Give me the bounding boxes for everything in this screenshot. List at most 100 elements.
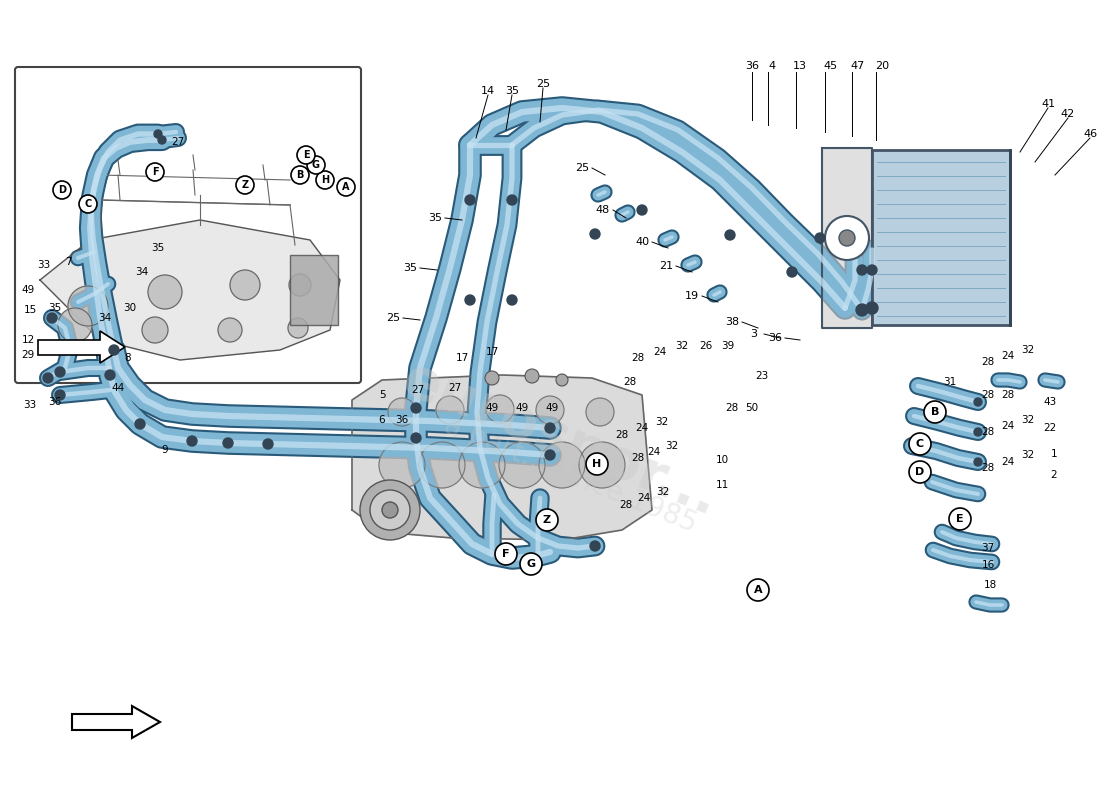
- Circle shape: [590, 541, 600, 551]
- Circle shape: [53, 181, 72, 199]
- Text: 15: 15: [23, 305, 36, 315]
- Text: 28: 28: [631, 353, 645, 363]
- Text: B: B: [931, 407, 939, 417]
- Circle shape: [146, 163, 164, 181]
- Circle shape: [288, 318, 308, 338]
- Circle shape: [825, 216, 869, 260]
- Text: 25: 25: [536, 79, 550, 89]
- Circle shape: [586, 398, 614, 426]
- Text: 32: 32: [666, 441, 679, 451]
- Circle shape: [263, 439, 273, 449]
- Circle shape: [815, 233, 825, 243]
- Text: 28: 28: [981, 427, 994, 437]
- Text: 41: 41: [1041, 99, 1055, 109]
- Text: 28: 28: [615, 430, 628, 440]
- Circle shape: [104, 370, 116, 380]
- Text: 26: 26: [700, 341, 713, 351]
- Text: Z: Z: [241, 180, 249, 190]
- Text: 35: 35: [152, 243, 165, 253]
- Circle shape: [465, 295, 475, 305]
- Text: 36: 36: [48, 397, 62, 407]
- Text: 17: 17: [455, 353, 469, 363]
- Circle shape: [507, 195, 517, 205]
- Circle shape: [486, 395, 514, 423]
- Circle shape: [544, 423, 556, 433]
- Circle shape: [43, 373, 53, 383]
- Text: E: E: [956, 514, 964, 524]
- Text: 31: 31: [944, 377, 957, 387]
- Text: 30: 30: [123, 303, 136, 313]
- Text: 28: 28: [981, 357, 994, 367]
- Text: 35: 35: [505, 86, 519, 96]
- Circle shape: [360, 480, 420, 540]
- Text: 49: 49: [546, 403, 559, 413]
- Circle shape: [579, 442, 625, 488]
- Circle shape: [536, 509, 558, 531]
- Text: 21: 21: [659, 261, 673, 271]
- Circle shape: [507, 295, 517, 305]
- FancyBboxPatch shape: [872, 150, 1010, 325]
- Text: 32: 32: [656, 417, 669, 427]
- Circle shape: [590, 229, 600, 239]
- Text: 36: 36: [745, 61, 759, 71]
- Circle shape: [637, 205, 647, 215]
- Text: 36: 36: [768, 333, 782, 343]
- Text: 35: 35: [403, 263, 417, 273]
- Circle shape: [909, 461, 931, 483]
- Text: E: E: [302, 150, 309, 160]
- Circle shape: [370, 490, 410, 530]
- Circle shape: [316, 171, 334, 189]
- Circle shape: [411, 433, 421, 443]
- Circle shape: [79, 195, 97, 213]
- Text: 34: 34: [98, 313, 111, 323]
- Text: 27: 27: [449, 383, 462, 393]
- Text: 24: 24: [637, 493, 650, 503]
- Text: D: D: [58, 185, 66, 195]
- Circle shape: [187, 436, 197, 446]
- Circle shape: [974, 398, 982, 406]
- Text: 14: 14: [481, 86, 495, 96]
- Text: 46: 46: [1082, 129, 1097, 139]
- Text: 28: 28: [725, 403, 738, 413]
- Polygon shape: [72, 706, 160, 738]
- Text: a part... since 1985: a part... since 1985: [440, 411, 701, 538]
- Text: 25: 25: [386, 313, 400, 323]
- Text: 49: 49: [516, 403, 529, 413]
- Circle shape: [388, 398, 416, 426]
- Text: 28: 28: [981, 390, 994, 400]
- Text: 49: 49: [485, 403, 498, 413]
- Circle shape: [135, 419, 145, 429]
- Text: 6: 6: [378, 415, 385, 425]
- Circle shape: [411, 403, 421, 413]
- Circle shape: [223, 438, 233, 448]
- Text: F: F: [503, 549, 509, 559]
- Circle shape: [856, 304, 868, 316]
- Circle shape: [218, 318, 242, 342]
- Polygon shape: [39, 331, 125, 363]
- Text: 28: 28: [981, 463, 994, 473]
- Text: 50: 50: [746, 403, 759, 413]
- Text: 2: 2: [1050, 470, 1057, 480]
- Circle shape: [867, 265, 877, 275]
- Circle shape: [154, 130, 162, 138]
- Text: 34: 34: [135, 267, 149, 277]
- Circle shape: [109, 345, 119, 355]
- Text: B: B: [296, 170, 304, 180]
- Text: A: A: [754, 585, 762, 595]
- Circle shape: [55, 367, 65, 377]
- Circle shape: [909, 433, 931, 455]
- Polygon shape: [40, 220, 340, 360]
- Polygon shape: [822, 148, 872, 328]
- Text: 19: 19: [685, 291, 700, 301]
- Text: 13: 13: [793, 61, 807, 71]
- Text: 38: 38: [725, 317, 739, 327]
- Text: 4: 4: [769, 61, 776, 71]
- Circle shape: [539, 442, 585, 488]
- Text: 45: 45: [823, 61, 837, 71]
- Text: 10: 10: [715, 455, 728, 465]
- Circle shape: [436, 396, 464, 424]
- Text: 39: 39: [722, 341, 735, 351]
- Text: 32: 32: [1022, 415, 1035, 425]
- Text: 48: 48: [596, 205, 611, 215]
- Text: 5: 5: [378, 390, 385, 400]
